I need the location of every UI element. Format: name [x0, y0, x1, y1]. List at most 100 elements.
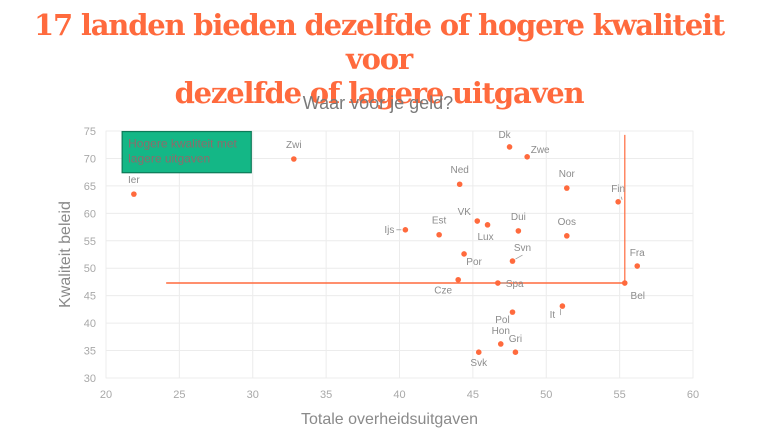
data-point-ijs: Ijs	[384, 225, 409, 236]
headline-line-2: dezelfde of lagere uitgaven	[174, 76, 585, 110]
data-point-zwe: Zwe	[524, 145, 550, 160]
data-point-lux: Lux	[477, 222, 494, 243]
data-point-vk: VK	[458, 207, 481, 224]
point-label: Dui	[511, 212, 526, 223]
point-label: Por	[466, 257, 482, 268]
data-point-hon: Hon	[492, 326, 510, 347]
data-point-dk: Dk	[498, 130, 513, 150]
data-point-ned: Ned	[450, 165, 469, 188]
data-point-est: Est	[432, 216, 447, 238]
point-label: Oos	[558, 217, 576, 228]
point-label: Bel	[631, 291, 645, 302]
y-axis-ticks: 30 35 40 45 50 55 60 65 70 75	[84, 126, 96, 385]
data-point-cze: Cze	[434, 276, 462, 297]
headline-line-1: 17 landen bieden dezelfde of hogere kwal…	[34, 8, 725, 76]
point-marker	[436, 231, 442, 238]
chart-title: Waar voor je geld?	[303, 93, 453, 113]
data-point-it: It	[550, 303, 566, 321]
x-tick-label: 30	[247, 389, 259, 401]
reference-lines	[166, 134, 626, 284]
point-marker	[563, 185, 570, 191]
x-tick-label: 20	[100, 389, 112, 401]
point-label: Zwe	[531, 145, 550, 156]
point-label: Dk	[498, 130, 511, 141]
data-point-ier: Ier	[128, 175, 140, 197]
point-label: It	[550, 310, 556, 321]
point-marker	[634, 263, 641, 269]
point-marker	[559, 303, 566, 309]
x-tick-label: 35	[320, 389, 332, 401]
y-tick-label: 55	[84, 236, 96, 248]
point-label: Gri	[509, 334, 522, 345]
point-label: Lux	[477, 232, 493, 243]
point-marker	[497, 341, 504, 347]
point-label: VK	[458, 207, 472, 218]
y-tick-label: 30	[84, 373, 96, 385]
point-marker	[402, 227, 409, 233]
data-point-pol: Pol	[495, 309, 516, 326]
annotation-box: Hogere kwaliteit met lagere uitgaven	[121, 130, 252, 174]
point-label: Ier	[128, 175, 140, 186]
point-marker	[563, 233, 570, 239]
data-point-bel: Bel	[621, 280, 645, 302]
point-label: Fra	[630, 248, 645, 259]
data-point-fin: Fin	[611, 184, 625, 205]
x-tick-label: 60	[687, 389, 699, 401]
x-tick-label: 55	[614, 389, 626, 401]
data-point-spa: Spa	[495, 279, 524, 290]
point-label: Spa	[506, 279, 524, 290]
point-marker	[495, 280, 501, 286]
data-point-svn: Svn	[509, 243, 531, 264]
leader-line	[620, 196, 623, 200]
annotation-text-line-2: lagere uitgaven	[128, 152, 210, 166]
point-label: Svn	[514, 243, 531, 254]
y-tick-label: 45	[84, 291, 96, 303]
point-label: Ijs	[384, 225, 394, 236]
x-tick-label: 45	[467, 389, 479, 401]
x-tick-label: 40	[393, 389, 405, 401]
headline: 17 landen bieden dezelfde of hogere kwal…	[0, 8, 758, 110]
point-marker	[509, 309, 516, 315]
point-marker	[506, 144, 513, 150]
data-point-nor: Nor	[559, 169, 576, 191]
point-label: Cze	[434, 286, 452, 297]
point-label: Ned	[450, 165, 468, 176]
data-point-fra: Fra	[630, 248, 645, 269]
point-marker	[615, 199, 621, 205]
data-point-dui: Dui	[511, 212, 526, 234]
x-tick-label: 50	[540, 389, 552, 401]
y-tick-label: 75	[84, 126, 96, 138]
x-axis-ticks: 20 25 30 35 40 45 50 55 60	[100, 389, 699, 401]
data-point-zwi: Zwi	[286, 140, 302, 162]
point-label: Hon	[492, 326, 510, 337]
x-tick-label: 25	[173, 389, 185, 401]
data-points: Ier Zwi Dk Zwe Ned Nor Fin Ijs Est VK Lux Dui Oos Por…	[128, 130, 645, 369]
data-point-svk: Svk	[470, 349, 488, 369]
point-marker	[456, 181, 463, 188]
point-marker	[291, 156, 297, 162]
point-label: Nor	[559, 169, 576, 180]
y-tick-label: 65	[84, 181, 96, 193]
point-marker	[509, 258, 516, 264]
point-marker	[515, 228, 522, 234]
point-marker	[512, 349, 519, 356]
grid	[105, 130, 694, 379]
y-tick-label: 40	[84, 318, 96, 330]
point-marker	[461, 251, 467, 257]
y-tick-label: 60	[84, 208, 96, 220]
point-label: Svk	[470, 358, 488, 369]
y-axis-title: Kwaliteit beleid	[57, 201, 74, 308]
point-marker	[474, 218, 481, 224]
point-marker	[524, 153, 530, 160]
x-axis-title: Totale overheidsuitgaven	[301, 411, 478, 428]
point-label: Est	[432, 216, 447, 227]
point-label: Pol	[495, 315, 509, 326]
annotation-text-line-1: Hogere kwaliteit met	[128, 137, 237, 151]
point-marker	[475, 349, 482, 356]
y-tick-label: 50	[84, 263, 96, 275]
leader-line	[515, 254, 523, 260]
point-label: Zwi	[286, 140, 302, 151]
y-tick-label: 35	[84, 346, 96, 358]
annotation-rect	[121, 130, 252, 174]
